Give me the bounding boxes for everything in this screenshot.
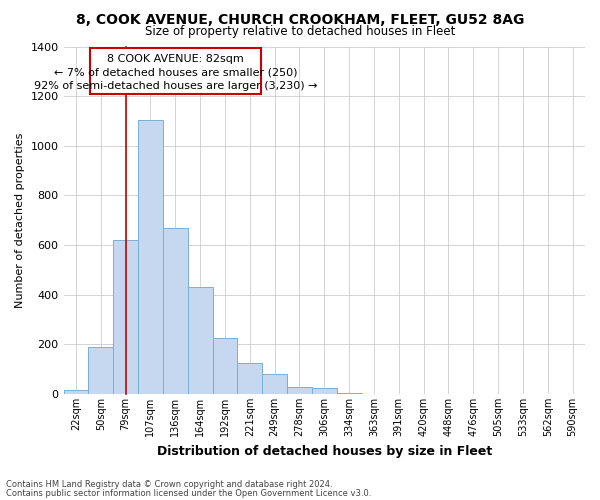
Text: Size of property relative to detached houses in Fleet: Size of property relative to detached ho…: [145, 25, 455, 38]
Bar: [163, 228, 188, 394]
Text: 8 COOK AVENUE: 82sqm: 8 COOK AVENUE: 82sqm: [107, 54, 244, 64]
Text: ← 7% of detached houses are smaller (250): ← 7% of detached houses are smaller (250…: [53, 68, 297, 78]
FancyBboxPatch shape: [89, 48, 261, 94]
Y-axis label: Number of detached properties: Number of detached properties: [15, 132, 25, 308]
Bar: [337, 393, 362, 394]
Bar: [262, 374, 287, 394]
Text: Contains HM Land Registry data © Crown copyright and database right 2024.: Contains HM Land Registry data © Crown c…: [6, 480, 332, 489]
Bar: [238, 363, 262, 394]
Bar: [88, 347, 113, 394]
Text: 8, COOK AVENUE, CHURCH CROOKHAM, FLEET, GU52 8AG: 8, COOK AVENUE, CHURCH CROOKHAM, FLEET, …: [76, 12, 524, 26]
Text: 92% of semi-detached houses are larger (3,230) →: 92% of semi-detached houses are larger (…: [34, 82, 317, 92]
Bar: [312, 388, 337, 394]
X-axis label: Distribution of detached houses by size in Fleet: Distribution of detached houses by size …: [157, 444, 492, 458]
Bar: [64, 390, 88, 394]
Bar: [138, 120, 163, 394]
Bar: [212, 338, 238, 394]
Bar: [188, 288, 212, 394]
Bar: [113, 240, 138, 394]
Text: Contains public sector information licensed under the Open Government Licence v3: Contains public sector information licen…: [6, 488, 371, 498]
Bar: [287, 386, 312, 394]
